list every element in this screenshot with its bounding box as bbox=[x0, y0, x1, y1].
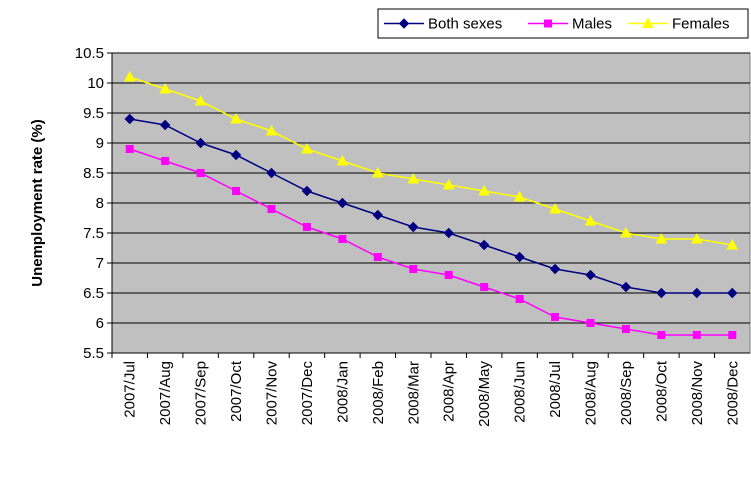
point bbox=[338, 235, 347, 243]
point bbox=[513, 190, 526, 202]
x-tick-label: 2008/Nov bbox=[689, 361, 706, 426]
point bbox=[336, 154, 349, 166]
point bbox=[621, 325, 630, 333]
point bbox=[371, 166, 384, 178]
point bbox=[159, 82, 172, 94]
point bbox=[690, 232, 703, 244]
y-tick-label: 5.5 bbox=[83, 345, 104, 362]
series-line bbox=[129, 76, 733, 246]
point bbox=[620, 281, 632, 293]
point bbox=[585, 269, 596, 281]
point bbox=[230, 149, 242, 161]
point bbox=[480, 283, 489, 291]
y-tick-label: 8.5 bbox=[83, 165, 104, 182]
point bbox=[444, 271, 453, 279]
point bbox=[337, 197, 348, 209]
x-tick-label: 2008/Apr bbox=[441, 361, 458, 422]
point bbox=[373, 253, 382, 261]
y-tick-label: 9 bbox=[96, 135, 104, 152]
x-tick-label: 2007/Dec bbox=[299, 361, 316, 426]
legend-label: Both sexes bbox=[428, 16, 502, 33]
y-tick-label: 7.5 bbox=[83, 225, 104, 242]
point bbox=[549, 263, 561, 275]
series-line bbox=[129, 118, 733, 294]
point bbox=[515, 295, 524, 303]
point bbox=[123, 70, 136, 82]
point bbox=[551, 313, 560, 321]
point bbox=[586, 319, 595, 327]
y-tick-label: 10 bbox=[87, 75, 104, 92]
x-tick-label: 2008/Jan bbox=[334, 361, 351, 423]
point bbox=[194, 94, 207, 106]
point bbox=[159, 119, 171, 131]
point bbox=[656, 287, 667, 299]
point bbox=[267, 205, 276, 213]
legend-label: Males bbox=[572, 16, 612, 33]
point bbox=[125, 145, 134, 153]
y-tick-label: 8 bbox=[96, 195, 104, 212]
x-tick-label: 2008/Feb bbox=[370, 361, 387, 424]
point bbox=[478, 239, 490, 251]
y-tick-label: 6.5 bbox=[83, 285, 104, 302]
point bbox=[728, 331, 737, 339]
point bbox=[727, 287, 738, 299]
x-tick-label: 2007/Jul bbox=[122, 361, 139, 418]
point bbox=[301, 142, 313, 154]
point bbox=[544, 19, 552, 28]
point bbox=[408, 221, 419, 233]
point bbox=[230, 112, 242, 124]
point bbox=[584, 214, 597, 226]
x-tick-label: 2007/Nov bbox=[264, 361, 281, 426]
x-tick-label: 2007/Sep bbox=[193, 361, 210, 425]
point bbox=[692, 331, 701, 339]
point bbox=[232, 187, 241, 195]
point bbox=[372, 209, 384, 221]
x-tick-label: 2008/Jul bbox=[547, 361, 564, 418]
point bbox=[409, 265, 418, 273]
point bbox=[642, 17, 654, 28]
point bbox=[549, 202, 561, 214]
x-tick-label: 2008/Sep bbox=[618, 361, 635, 425]
point bbox=[302, 223, 311, 231]
point bbox=[301, 185, 313, 197]
point bbox=[514, 251, 525, 263]
point bbox=[124, 113, 135, 125]
point bbox=[266, 167, 277, 179]
x-tick-label: 2008/Oct bbox=[653, 360, 670, 422]
y-tick-label: 10.5 bbox=[75, 45, 104, 62]
y-axis-label: Unemployment rate (%) bbox=[29, 119, 46, 287]
x-tick-label: 2008/Dec bbox=[724, 361, 741, 426]
y-tick-label: 7 bbox=[96, 255, 104, 272]
legend-label: Females bbox=[672, 16, 730, 33]
y-tick-label: 9.5 bbox=[83, 105, 104, 122]
series-line bbox=[129, 148, 733, 336]
point bbox=[442, 178, 455, 190]
point bbox=[657, 331, 666, 339]
point bbox=[443, 227, 454, 239]
x-tick-label: 2007/Aug bbox=[157, 361, 174, 425]
x-tick-label: 2008/Jun bbox=[512, 361, 529, 423]
point bbox=[655, 232, 668, 244]
point bbox=[398, 18, 410, 29]
point bbox=[161, 157, 170, 165]
point bbox=[691, 287, 703, 299]
point bbox=[478, 184, 491, 196]
point bbox=[265, 124, 278, 136]
point bbox=[196, 169, 205, 177]
x-tick-label: 2007/Oct bbox=[228, 360, 245, 422]
x-tick-label: 2008/Aug bbox=[583, 361, 600, 425]
x-tick-label: 2008/May bbox=[476, 361, 493, 427]
point bbox=[620, 226, 632, 238]
point bbox=[195, 137, 206, 149]
point bbox=[726, 238, 739, 250]
y-tick-label: 6 bbox=[96, 315, 104, 332]
point bbox=[407, 172, 420, 184]
x-tick-label: 2008/Mar bbox=[405, 361, 422, 424]
